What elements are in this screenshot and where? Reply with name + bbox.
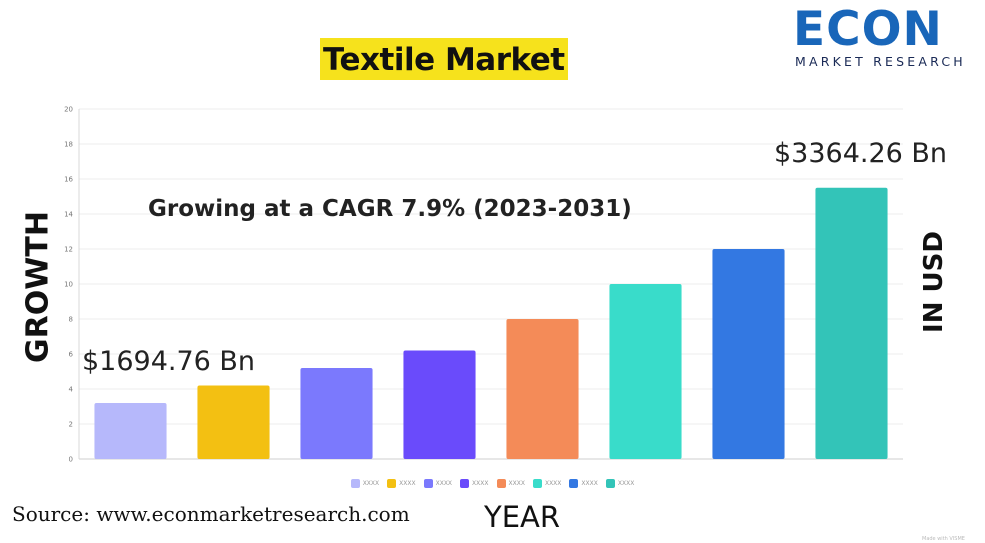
legend-swatch	[423, 479, 433, 488]
legend-label: XXXX	[544, 480, 562, 487]
y-tick-label: 14	[64, 211, 73, 219]
watermark: Made with VISME	[922, 536, 965, 542]
logo-subtitle: MARKET RESEARCH	[795, 54, 966, 69]
chart-title: Textile Market	[320, 38, 568, 80]
y-tick-label: 2	[69, 421, 73, 429]
bar	[712, 249, 785, 459]
y-tick-label: 10	[64, 281, 73, 289]
legend-label: XXXX	[508, 480, 525, 487]
legend-swatch	[350, 479, 360, 488]
legend-swatch	[496, 479, 506, 488]
bar	[197, 385, 270, 459]
start-value-annotation: $1694.76 Bn	[82, 346, 256, 377]
y-tick-label: 4	[69, 386, 74, 394]
x-axis-label: YEAR	[484, 500, 561, 534]
bar	[94, 403, 167, 459]
legend-label: XXXX	[472, 480, 489, 487]
y-tick-label: 18	[64, 141, 73, 149]
chart-legend: XXXX XXXX XXXX XXXX XXXX XXXX XXXX XXXX	[0, 479, 985, 488]
y-tick-label: 0	[69, 456, 73, 464]
bar	[403, 350, 476, 459]
legend-label: XXXX	[362, 480, 380, 487]
legend-label: XXXX	[581, 480, 598, 487]
legend-item: XXXX	[496, 479, 525, 488]
legend-swatch	[532, 479, 542, 488]
y-tick-label: 8	[69, 316, 73, 324]
y-tick-label: 20	[64, 106, 73, 114]
end-value-annotation: $3364.26 Bn	[774, 138, 948, 169]
legend-swatch	[569, 479, 579, 488]
legend-item: XXXX	[460, 479, 489, 488]
y-tick-label: 6	[69, 351, 74, 359]
legend-item: XXXX	[532, 479, 562, 488]
legend-item: XXXX	[605, 479, 635, 488]
legend-swatch	[605, 479, 615, 488]
y-axis-label: GROWTH	[20, 211, 56, 363]
legend-item: XXXX	[387, 479, 416, 488]
legend-swatch	[387, 479, 397, 488]
legend-item: XXXX	[350, 479, 380, 488]
bar	[815, 187, 888, 459]
econ-logo: ECON MARKET RESEARCH	[793, 2, 973, 73]
bar	[609, 284, 682, 459]
legend-swatch	[460, 479, 470, 488]
legend-label: XXXX	[435, 480, 453, 487]
legend-item: XXXX	[569, 479, 598, 488]
legend-label: XXXX	[399, 480, 416, 487]
logo-wordmark: ECON	[793, 2, 943, 57]
source-credit: Source: www.econmarketresearch.com	[12, 502, 410, 526]
y-tick-label: 12	[64, 246, 73, 254]
legend-item: XXXX	[423, 479, 453, 488]
y-tick-label: 16	[64, 176, 73, 184]
secondary-axis-label: IN USD	[919, 231, 949, 333]
bar	[506, 319, 579, 459]
legend-label: XXXX	[617, 480, 635, 487]
chart-subtitle: Growing at a CAGR 7.9% (2023-2031)	[148, 196, 632, 222]
bar	[300, 368, 373, 459]
